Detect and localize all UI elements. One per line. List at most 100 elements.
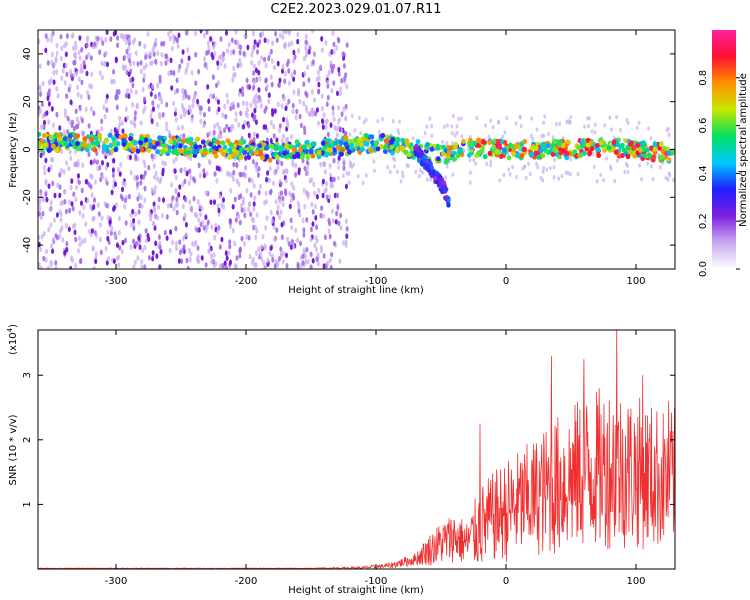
- ridge-blob: [155, 140, 160, 147]
- noise-speck: [507, 167, 511, 172]
- noise-speck: [527, 161, 530, 166]
- noise-speck: [239, 62, 243, 68]
- noise-speck: [127, 45, 131, 52]
- noise-speck: [294, 114, 298, 121]
- ridge-blob: [660, 148, 666, 154]
- noise-speck: [106, 256, 110, 263]
- noise-speck: [175, 196, 179, 203]
- noise-speck: [69, 265, 73, 269]
- noise-speck: [304, 33, 308, 40]
- noise-speck: [71, 205, 75, 212]
- noise-speck: [284, 30, 288, 35]
- noise-speck: [569, 114, 573, 120]
- noise-speck: [444, 175, 448, 180]
- noise-speck: [288, 30, 292, 34]
- noise-speck: [288, 190, 292, 197]
- noise-speck: [279, 209, 283, 215]
- ridge-blob: [269, 143, 275, 149]
- ridge-blob: [103, 138, 109, 144]
- noise-speck: [172, 100, 176, 107]
- noise-speck: [548, 166, 552, 171]
- noise-speck: [487, 134, 491, 139]
- noise-speck: [207, 241, 211, 248]
- noise-speck: [196, 199, 200, 205]
- noise-speck: [143, 43, 147, 50]
- ridge-blob: [193, 149, 199, 155]
- noise-speck: [305, 217, 309, 223]
- ridge-blob: [324, 152, 329, 158]
- noise-speck: [210, 259, 214, 265]
- noise-speck: [290, 224, 294, 231]
- ridge-blob: [564, 150, 570, 156]
- noise-speck: [59, 33, 63, 40]
- ridge-blob: [384, 138, 390, 144]
- ridge-blob: [113, 147, 119, 153]
- noise-speck: [67, 87, 71, 93]
- noise-speck: [117, 89, 121, 95]
- noise-speck: [311, 258, 315, 264]
- noise-speck: [174, 188, 178, 195]
- noise-speck: [245, 101, 249, 107]
- noise-speck: [56, 234, 59, 241]
- noise-speck: [265, 84, 269, 90]
- noise-speck: [39, 108, 42, 114]
- ridge-blob: [631, 145, 636, 151]
- noise-speck: [87, 123, 91, 129]
- x-tick-label: -300: [105, 276, 128, 287]
- noise-speck: [261, 31, 265, 37]
- ridge-blob: [644, 147, 650, 153]
- noise-speck: [169, 69, 173, 76]
- noise-speck: [52, 122, 55, 128]
- ridge-blob: [171, 140, 177, 146]
- noise-speck: [321, 124, 325, 130]
- noise-speck: [524, 175, 528, 181]
- ridge-blob: [435, 156, 441, 162]
- noise-speck: [187, 180, 191, 186]
- noise-speck: [213, 123, 217, 129]
- noise-speck: [83, 237, 87, 244]
- noise-speck: [253, 78, 257, 85]
- noise-speck: [60, 75, 64, 82]
- noise-speck: [139, 60, 143, 66]
- ridge-blob: [139, 146, 145, 152]
- noise-speck: [69, 184, 73, 191]
- noise-speck: [301, 217, 305, 224]
- noise-speck: [237, 122, 241, 128]
- noise-speck: [180, 58, 184, 64]
- ridge-blob: [404, 141, 410, 147]
- noise-speck: [591, 151, 595, 157]
- snr-series-line: [38, 330, 675, 569]
- noise-speck: [282, 116, 286, 123]
- noise-speck: [266, 38, 270, 44]
- ridge-blob: [195, 136, 201, 142]
- noise-speck: [253, 63, 256, 70]
- noise-speck: [80, 238, 84, 245]
- ridge-blob: [448, 145, 453, 151]
- noise-speck: [39, 192, 43, 199]
- noise-speck: [166, 203, 170, 209]
- noise-speck: [134, 211, 138, 218]
- noise-speck: [234, 111, 238, 117]
- noise-speck: [357, 115, 361, 121]
- noise-speck: [202, 172, 206, 179]
- ridge-blob: [368, 148, 374, 154]
- noise-speck: [183, 166, 187, 173]
- noise-speck: [60, 45, 64, 51]
- noise-speck: [266, 170, 270, 176]
- noise-speck: [441, 139, 444, 145]
- noise-speck: [230, 102, 233, 108]
- noise-speck: [264, 62, 268, 69]
- noise-speck: [372, 159, 376, 164]
- noise-speck: [322, 263, 326, 269]
- noise-speck: [202, 122, 206, 129]
- noise-speck: [220, 236, 224, 243]
- noise-speck: [225, 255, 229, 261]
- noise-speck: [305, 246, 309, 253]
- noise-speck: [242, 241, 246, 247]
- noise-speck: [80, 117, 84, 124]
- ridge-blob: [373, 140, 379, 146]
- noise-speck: [259, 97, 262, 104]
- noise-speck: [305, 48, 309, 54]
- noise-speck: [65, 93, 69, 99]
- ridge-blob: [509, 144, 515, 150]
